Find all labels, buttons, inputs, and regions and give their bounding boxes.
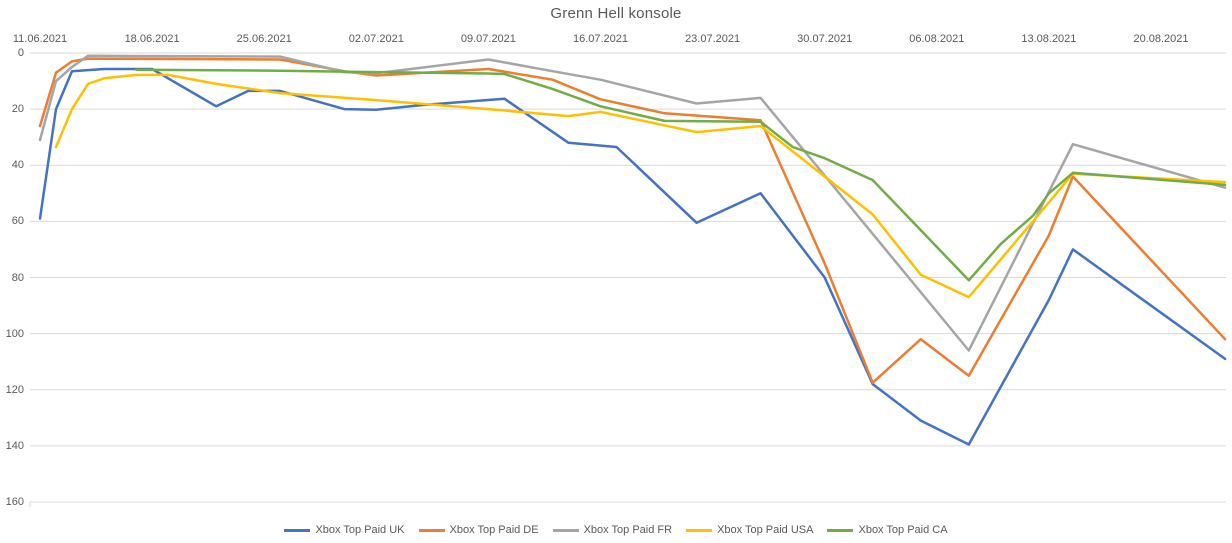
legend-item-xbox-top-paid-de[interactable]: Xbox Top Paid DE — [418, 524, 539, 536]
legend-item-xbox-top-paid-usa[interactable]: Xbox Top Paid USA — [686, 524, 813, 536]
x-axis-tick-label: 11.06.2021 — [12, 33, 68, 45]
y-axis-tick-label: 140 — [5, 439, 24, 452]
series-line-xbox-top-paid-de[interactable] — [38, 57, 1227, 384]
legend-line-marker-icon — [686, 528, 713, 532]
x-axis-tick-label: 25.06.2021 — [236, 33, 292, 45]
x-axis-tick-label: 30.07.2021 — [797, 33, 853, 45]
series-line-xbox-top-paid-usa[interactable] — [54, 73, 1227, 299]
y-axis-tick-label: 100 — [5, 327, 24, 340]
series-line-xbox-top-paid-uk[interactable] — [38, 67, 1227, 446]
chart-legend: Xbox Top Paid UK Xbox Top Paid DE Xbox Top… — [0, 524, 1232, 536]
x-axis-tick-label: 20.08.2021 — [1133, 33, 1189, 45]
chart-title: Grenn Hell konsole — [550, 5, 682, 22]
legend-label: Xbox Top Paid USA — [717, 524, 814, 536]
y-axis-tick-label: 0 — [17, 47, 24, 59]
y-axis-tick-label: 120 — [5, 383, 24, 396]
legend-line-marker-icon — [284, 528, 311, 532]
legend-line-marker-icon — [827, 528, 854, 532]
legend-item-xbox-top-paid-uk[interactable]: Xbox Top Paid UK — [284, 524, 405, 536]
legend-line-marker-icon — [552, 528, 579, 532]
y-axis-tick-label: 80 — [11, 271, 24, 284]
series-line-xbox-top-paid-ca[interactable] — [134, 68, 1227, 282]
x-axis-tick-label: 02.07.2021 — [348, 33, 404, 45]
legend-item-xbox-top-paid-ca[interactable]: Xbox Top Paid CA — [827, 524, 948, 536]
legend-item-xbox-top-paid-fr[interactable]: Xbox Top Paid FR — [552, 524, 673, 536]
y-axis-tick-label: 160 — [5, 496, 24, 508]
legend-label: Xbox Top Paid UK — [315, 524, 405, 536]
x-axis-tick-label: 18.06.2021 — [124, 33, 180, 45]
y-axis-tick-label: 60 — [11, 215, 24, 228]
x-axis-tick-label: 23.07.2021 — [685, 33, 741, 45]
legend-label: Xbox Top Paid DE — [449, 524, 539, 536]
legend-label: Xbox Top Paid FR — [583, 524, 673, 536]
x-axis-tick-label: 16.07.2021 — [572, 33, 629, 45]
series-line-xbox-top-paid-fr[interactable] — [38, 54, 1227, 352]
x-axis-tick-label: 06.08.2021 — [909, 33, 965, 45]
x-axis-tick-label: 09.07.2021 — [460, 33, 516, 45]
legend-line-marker-icon — [418, 528, 445, 532]
x-axis-tick-label: 13.08.2021 — [1021, 33, 1077, 45]
y-axis-tick-label: 40 — [11, 159, 24, 172]
y-axis-tick-label: 20 — [11, 103, 24, 116]
legend-label: Xbox Top Paid CA — [858, 524, 948, 536]
